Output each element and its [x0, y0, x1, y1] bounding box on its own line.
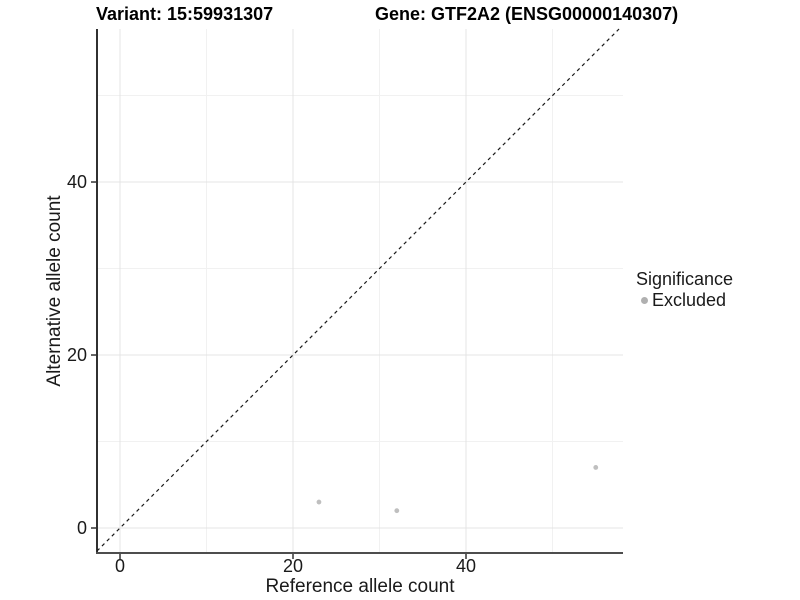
legend-entry-label: Excluded [652, 290, 727, 310]
legend-title: Significance [636, 269, 734, 289]
data-point [316, 499, 322, 505]
x-tick-label: 40 [456, 556, 476, 576]
data-point [394, 508, 400, 514]
legend-entry: Excluded [636, 290, 733, 310]
excluded-point-icon [641, 296, 648, 304]
x-tick-label: 0 [115, 556, 125, 576]
x-axis-title: Reference allele count [265, 576, 455, 597]
data-point [593, 465, 599, 470]
y-axis-title: Alternative allele count [44, 195, 65, 387]
variant-title: Variant: 15:59931307 [96, 4, 274, 24]
y-tick-label: 40 [67, 172, 87, 192]
legend: Significance Excluded [636, 269, 733, 310]
identity-line [96, 28, 620, 552]
x-tick-label: 20 [283, 556, 303, 576]
y-tick-label: 0 [77, 518, 87, 538]
gene-title: Gene: GTF2A2 (ENSG00000140307) [375, 4, 679, 24]
y-tick-label: 20 [67, 345, 87, 365]
